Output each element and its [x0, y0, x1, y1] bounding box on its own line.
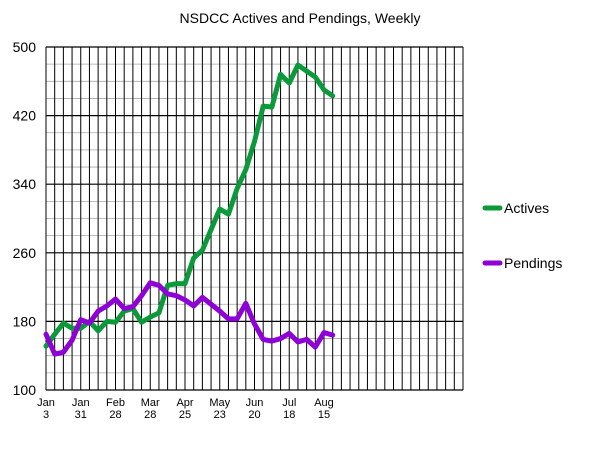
legend-label-actives: Actives [504, 200, 549, 216]
y-axis-ticks: 100 180 260 340 420 500 [13, 39, 37, 398]
x-tick-label: Apr 25 [176, 397, 193, 421]
series-line-actives [43, 62, 336, 349]
x-tick-label: Feb 28 [106, 397, 125, 421]
x-axis-ticks: Jan 3 Jan 31 Feb 28 Mar 28 Apr 25 May 23 Jun 20 Jul 18 A… [37, 397, 334, 421]
y-tick-label: 100 [13, 382, 37, 398]
x-tick-label: Jul 18 [282, 397, 296, 421]
legend: Actives Pendings [482, 200, 562, 271]
x-tick-label: Aug 15 [314, 397, 334, 421]
y-tick-label: 420 [13, 108, 37, 124]
grid [45, 46, 464, 391]
x-tick-label: Jan 31 [72, 397, 90, 421]
x-tick-label: Jan 3 [37, 397, 55, 421]
x-tick-label: Mar 28 [141, 397, 160, 421]
y-tick-label: 500 [13, 39, 37, 55]
x-tick-label: Jun 20 [246, 397, 264, 421]
x-tick-label: May 23 [209, 397, 230, 421]
legend-label-pendings: Pendings [504, 255, 562, 271]
series-line-pendings [43, 280, 336, 357]
y-tick-label: 340 [13, 176, 37, 192]
y-tick-label: 260 [13, 245, 37, 261]
chart-title: NSDCC Actives and Pendings, Weekly [180, 10, 421, 26]
y-tick-label: 180 [13, 313, 37, 329]
series-lines [43, 62, 336, 357]
